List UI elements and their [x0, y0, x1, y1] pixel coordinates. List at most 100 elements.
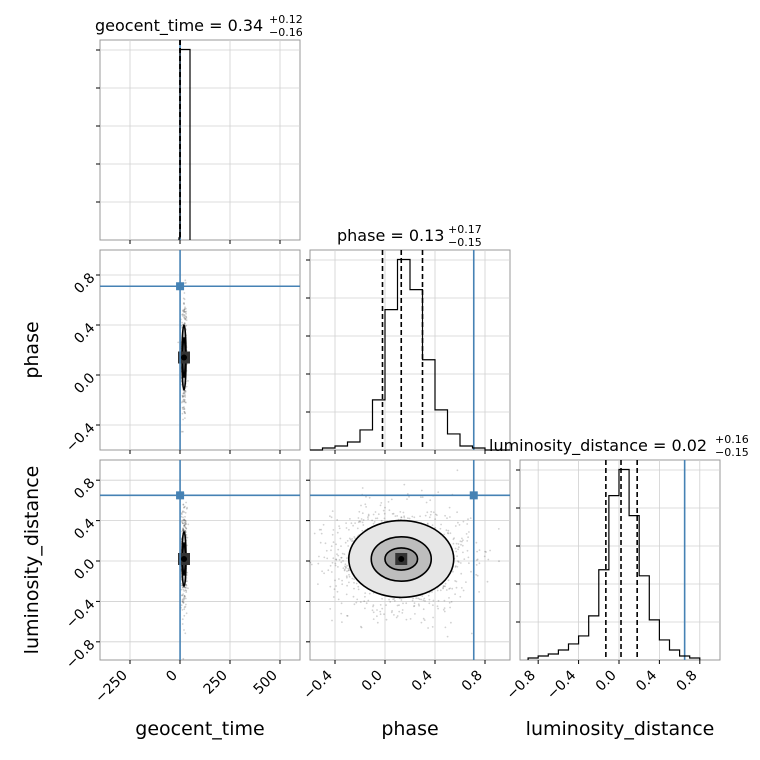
- pair-geocent-time-phase-sample: [183, 400, 186, 402]
- pair-phase-luminosity-distance-sample: [323, 556, 326, 559]
- pair-geocent-time-phase-sample: [181, 395, 184, 398]
- pair-phase-luminosity-distance-sample: [380, 502, 383, 504]
- pair-geocent-time-luminosity-distance-sample: [183, 524, 186, 527]
- pair-phase-luminosity-distance-sample: [443, 533, 445, 536]
- pair-geocent-time-luminosity-distance-sample: [185, 501, 188, 504]
- pair-geocent-time-luminosity-distance-sample: [186, 571, 189, 574]
- pair-geocent-time-luminosity-distance-sample: [185, 520, 187, 522]
- pair-phase-luminosity-distance-sample: [396, 615, 399, 617]
- pair-phase-luminosity-distance-sample: [344, 567, 347, 569]
- pair-geocent-time-phase-sample: [182, 400, 185, 403]
- pair-phase-luminosity-distance-sample: [353, 603, 356, 606]
- pair-geocent-time-phase-sample: [185, 282, 187, 284]
- pair-phase-luminosity-distance-sample: [460, 587, 463, 589]
- pair-phase-luminosity-distance-sample: [346, 614, 348, 617]
- pair-phase-luminosity-distance-sample: [367, 513, 370, 516]
- xtick-label-geocent-time-0: −250: [92, 668, 131, 707]
- pair-geocent-time-luminosity-distance-sample: [182, 588, 185, 591]
- pair-phase-luminosity-distance-sample: [432, 511, 435, 514]
- xtick-label-phase-1: 0.0: [359, 668, 386, 695]
- pair-geocent-time-luminosity-distance-sample: [180, 515, 183, 518]
- pair-phase-luminosity-distance-sample: [461, 540, 463, 543]
- pair-phase-luminosity-distance-sample: [343, 568, 346, 571]
- pair-phase-luminosity-distance-sample: [345, 575, 348, 578]
- pair-phase-luminosity-distance-sample: [443, 610, 446, 613]
- title-geocent-time: geocent_time = 0.34 +0.12 −0.16: [95, 13, 303, 39]
- pair-geocent-time-luminosity-distance-sample: [184, 529, 187, 532]
- title-plus-geocent-time: +0.12: [269, 13, 303, 26]
- pair-geocent-time-phase-sample: [185, 312, 188, 315]
- pair-phase-luminosity-distance-sample: [396, 604, 399, 607]
- pair-geocent-time-phase-sample: [181, 412, 184, 415]
- pair-phase-luminosity-distance-sample: [317, 562, 320, 565]
- pair-phase-luminosity-distance-sample: [429, 499, 432, 502]
- pair-phase-luminosity-distance-sample: [341, 583, 344, 586]
- pair-phase-luminosity-distance-sample: [405, 602, 408, 605]
- pair-geocent-time-luminosity-distance-sample: [185, 580, 188, 583]
- pair-geocent-time-luminosity-distance-sample: [184, 526, 187, 529]
- pair-phase-luminosity-distance-sample: [376, 621, 379, 624]
- pair-phase-luminosity-distance-sample: [456, 555, 458, 558]
- pair-phase-luminosity-distance-sample: [411, 515, 414, 518]
- pair-phase-luminosity-distance-sample: [346, 584, 348, 587]
- pair-phase-luminosity-distance-sample: [413, 516, 416, 519]
- pair-phase-luminosity-distance-sample: [455, 580, 458, 583]
- pair-phase-luminosity-distance-sample: [332, 541, 335, 544]
- pair-geocent-time-phase-sample: [182, 392, 185, 394]
- pair-geocent-time-luminosity-distance-sample: [184, 526, 187, 528]
- pair-phase-luminosity-distance-sample: [317, 583, 319, 585]
- pair-geocent-time-luminosity-distance-sample: [185, 589, 188, 592]
- pair-phase-luminosity-distance-sample: [427, 594, 430, 597]
- pair-phase-luminosity-distance-sample: [391, 610, 393, 612]
- pair-geocent-time-phase-sample: [181, 313, 184, 316]
- pair-geocent-time-luminosity-distance-sample: [185, 584, 188, 587]
- pair-geocent-time-luminosity-distance-sample: [181, 601, 184, 603]
- pair-phase-luminosity-distance-sample: [476, 574, 479, 577]
- pair-phase-luminosity-distance-sample: [340, 556, 343, 559]
- pair-phase-luminosity-distance-sample: [357, 521, 360, 524]
- ytick-label-phase-1: 0.0: [71, 370, 98, 397]
- pair-geocent-time-phase-sample: [184, 390, 187, 393]
- pair-geocent-time-phase-sample: [180, 430, 183, 433]
- pair-phase-luminosity-distance-sample: [383, 517, 386, 520]
- pair-phase-luminosity-distance-sample: [478, 562, 481, 565]
- pair-phase-luminosity-distance-sample: [460, 543, 462, 546]
- pair-geocent-time-phase-sample: [185, 324, 188, 327]
- pair-phase-luminosity-distance-sample: [331, 510, 334, 512]
- pair-phase-luminosity-distance-sample: [403, 483, 406, 486]
- pair-geocent-time-phase-sample: [182, 315, 184, 317]
- pair-geocent-time-luminosity-distance-frame: [99, 459, 301, 661]
- pair-phase-luminosity-distance-sample: [434, 518, 437, 520]
- pair-geocent-time-luminosity-distance-sample: [182, 597, 185, 599]
- pair-phase-luminosity-distance-sample: [454, 580, 456, 582]
- pair-phase-luminosity-distance-sample: [417, 603, 420, 606]
- pair-phase-luminosity-distance-sample: [443, 585, 445, 587]
- pair-phase-luminosity-distance-sample: [436, 589, 439, 592]
- pair-phase-luminosity-distance-sample: [484, 550, 486, 553]
- pair-geocent-time-luminosity-distance-sample: [183, 518, 186, 521]
- pair-phase-luminosity-distance-sample: [459, 540, 462, 543]
- pair-phase-luminosity-distance-sample: [415, 597, 418, 599]
- pair-phase-luminosity-distance-sample: [324, 542, 327, 545]
- pair-phase-luminosity-distance-sample: [456, 565, 459, 568]
- pair-phase-luminosity-distance-sample: [355, 582, 358, 585]
- pair-phase-luminosity-distance-sample: [411, 599, 414, 602]
- pair-geocent-time-phase-sample: [183, 314, 185, 316]
- pair-phase-luminosity-distance-sample: [335, 543, 337, 546]
- pair-phase-luminosity-distance-sample: [389, 601, 392, 603]
- xtick-label-phase-3: 0.8: [459, 668, 486, 695]
- pair-geocent-time-phase-sample: [184, 394, 187, 397]
- pair-phase-luminosity-distance-sample: [338, 578, 340, 580]
- pair-phase-luminosity-distance-sample: [310, 563, 313, 566]
- xtick-label-luminosity-distance-4: 0.8: [674, 668, 701, 695]
- pair-geocent-time-phase-sample: [183, 407, 186, 410]
- pair-geocent-time-luminosity-distance-sample: [182, 522, 185, 525]
- pair-phase-luminosity-distance-sample: [444, 514, 446, 517]
- pair-geocent-time-phase-frame: [99, 249, 301, 451]
- pair-phase-luminosity-distance-sample: [429, 513, 432, 516]
- title-main-geocent-time: geocent_time = 0.34: [95, 16, 263, 36]
- pair-phase-luminosity-distance-sample: [432, 604, 434, 607]
- ytick-label-phase-3: 0.8: [71, 270, 98, 297]
- pair-geocent-time-luminosity-distance-sample: [182, 593, 185, 595]
- pair-phase-luminosity-distance-sample: [348, 537, 351, 540]
